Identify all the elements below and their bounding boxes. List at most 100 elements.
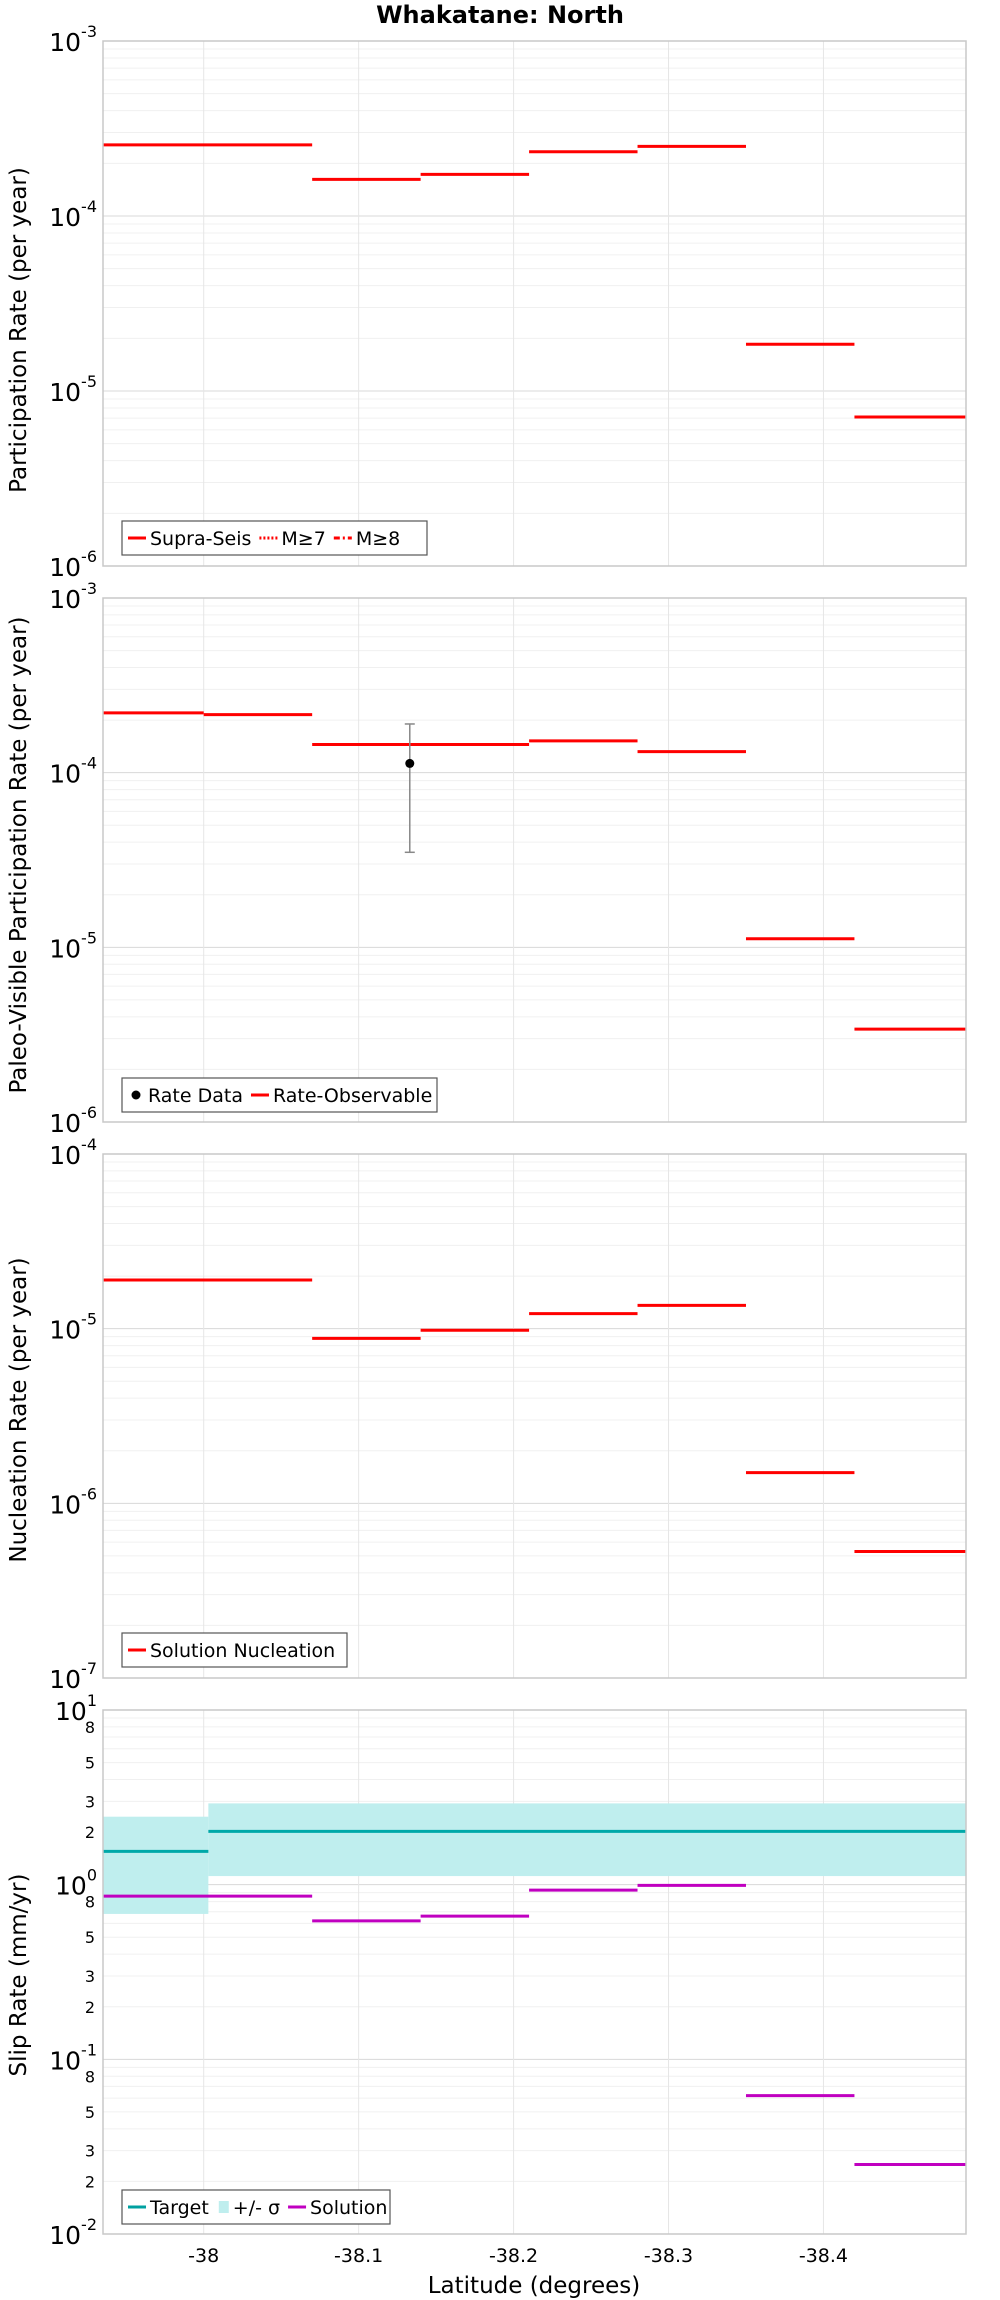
axes-frame: [102, 1153, 967, 1679]
y-minor-tick-label: 5: [85, 1928, 95, 1947]
y-tick-label: 10-3: [49, 22, 97, 57]
y-minor-tick-label: 2: [85, 1998, 95, 2017]
legend: Supra-Seis M≥7 M≥8: [121, 520, 428, 556]
rate-data-point: [405, 758, 415, 768]
y-minor-tick-label: 8: [85, 2067, 95, 2086]
y-tick-base: 10: [49, 378, 81, 407]
legend-label: Rate Data: [148, 1085, 243, 1107]
legend: Solution Nucleation: [121, 1632, 348, 1668]
x-tick-label: -38.3: [644, 2245, 693, 2267]
x-tick-label: -38.1: [334, 2245, 383, 2267]
y-minor-tick-label: 3: [85, 1792, 95, 1811]
y-axis-label: Paleo-Visible Participation Rate (per ye…: [6, 616, 32, 1093]
y-tick-label: 10-6: [49, 1484, 97, 1519]
y-minor-tick-label: 3: [85, 2142, 95, 2161]
y-tick-label: 10-7: [49, 1659, 97, 1694]
y-axis-label: Nucleation Rate (per year): [6, 1257, 32, 1562]
y-tick-label: 10-6: [49, 1103, 97, 1138]
y-minor-tick-label: 5: [85, 1754, 95, 1773]
y-axis-label: Participation Rate (per year): [6, 167, 32, 493]
axes-frame: [102, 1709, 967, 2235]
legend-label: M≥8: [356, 528, 400, 550]
y-tick-base: 10: [49, 1490, 81, 1519]
y-tick-exponent: -4: [81, 1135, 97, 1154]
axes-frame: [102, 40, 967, 567]
y-tick-label: 10-5: [49, 372, 97, 407]
legend-label: +/- σ: [233, 2197, 280, 2219]
x-tick-label: -38.2: [489, 2245, 538, 2267]
y-tick-base: 10: [49, 203, 81, 232]
y-minor-tick-label: 8: [85, 1718, 95, 1737]
x-tick-label: -38: [188, 2245, 219, 2267]
y-tick-base: 10: [49, 553, 81, 582]
legend-swatch-dot: [131, 1090, 141, 1100]
y-tick-base: 10: [49, 1109, 81, 1138]
sigma-band-segment: [208, 1803, 966, 1877]
y-tick-label: 100: [55, 1866, 97, 1901]
y-tick-base: 10: [49, 1316, 81, 1345]
axes-frame: [102, 597, 967, 1123]
y-tick-base: 10: [49, 28, 81, 57]
legend-label: Solution: [310, 2197, 387, 2219]
y-tick-label: 10-4: [49, 754, 97, 789]
legend-box: [121, 1077, 438, 1113]
y-tick-label: 10-5: [49, 1310, 97, 1345]
chart-title: Whakatane: North: [376, 1, 624, 29]
legend: Rate Data Rate-Observable: [121, 1077, 438, 1113]
y-axis-label: Slip Rate (mm/yr): [6, 1874, 32, 2077]
legend-box: [121, 520, 428, 556]
y-tick-label: 10-2: [49, 2215, 97, 2250]
y-tick-exponent: 0: [87, 1866, 97, 1885]
y-tick-label: 10-5: [49, 928, 97, 963]
x-axis-label: Latitude (degrees): [428, 2273, 641, 2299]
y-tick-base: 10: [49, 1665, 81, 1694]
legend-label: Solution Nucleation: [150, 1640, 335, 1662]
legend-label: Rate-Observable: [273, 1085, 432, 1107]
y-tick-label: 10-6: [49, 547, 97, 582]
y-minor-tick-label: 2: [85, 1823, 95, 1842]
plot-area: [103, 1154, 966, 1678]
y-tick-exponent: 1: [87, 1691, 97, 1710]
sigma-band-segment: [103, 1816, 209, 1914]
y-minor-tick-label: 5: [85, 2103, 95, 2122]
y-tick-label: 10-3: [49, 579, 97, 614]
y-tick-base: 10: [49, 2221, 81, 2250]
y-tick-exponent: -6: [81, 1484, 97, 1503]
y-tick-label: 10-4: [49, 197, 97, 232]
y-tick-exponent: -5: [81, 928, 97, 947]
plot-area: [103, 1710, 966, 2234]
y-minor-tick-label: 3: [85, 1967, 95, 1986]
y-tick-base: 10: [49, 2046, 81, 2075]
y-tick-base: 10: [49, 934, 81, 963]
y-minor-tick-label: 2: [85, 2172, 95, 2191]
y-minor-tick-label: 8: [85, 1893, 95, 1912]
y-tick-exponent: -5: [81, 372, 97, 391]
y-tick-base: 10: [55, 1872, 87, 1901]
y-tick-exponent: -3: [81, 22, 97, 41]
y-tick-base: 10: [49, 1141, 81, 1170]
legend-label: Supra-Seis: [150, 528, 251, 550]
y-tick-exponent: -5: [81, 1310, 97, 1329]
legend-label: M≥7: [281, 528, 325, 550]
y-tick-exponent: -1: [81, 2040, 97, 2059]
x-tick-label: -38.4: [799, 2245, 848, 2267]
y-tick-label: 10-1: [49, 2040, 97, 2075]
plot-area: [103, 41, 966, 566]
legend-swatch-band: [218, 2201, 229, 2213]
legend-box: [121, 2189, 391, 2225]
legend-box: [121, 1632, 348, 1668]
y-tick-exponent: -7: [81, 1659, 97, 1678]
y-tick-exponent: -3: [81, 579, 97, 598]
y-tick-label: 101: [55, 1691, 97, 1726]
y-tick-exponent: -6: [81, 547, 97, 566]
y-tick-exponent: -4: [81, 754, 97, 773]
y-tick-label: 10-4: [49, 1135, 97, 1170]
plot-area: [103, 598, 966, 1122]
legend: Target +/- σ Solution: [121, 2189, 391, 2225]
